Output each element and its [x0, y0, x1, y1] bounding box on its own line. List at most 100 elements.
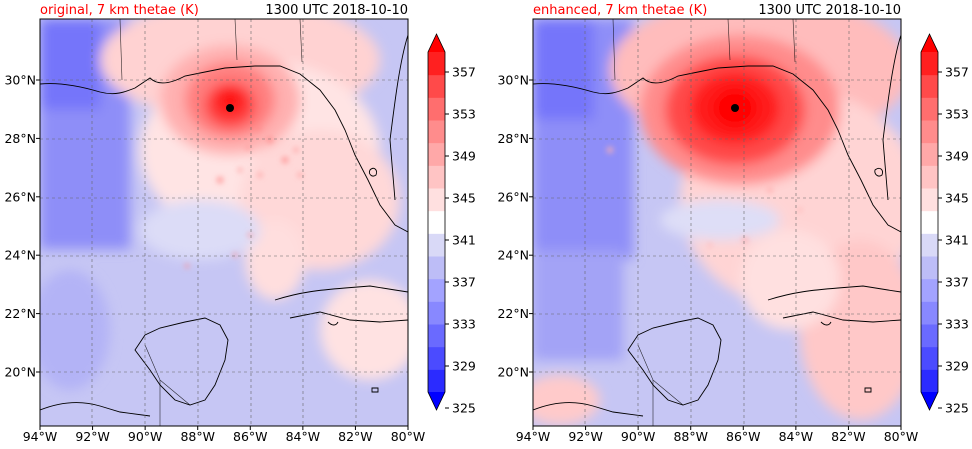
- colorbar-band: [921, 165, 938, 189]
- y-tick-label: 30°N: [4, 73, 36, 88]
- colorbar-outline: [427, 33, 446, 411]
- colorbar-band: [921, 142, 938, 166]
- colorbar-band: [428, 165, 445, 189]
- coastlines: [40, 34, 408, 417]
- colorbar-band: [921, 256, 938, 280]
- y-tick-label: 20°N: [497, 365, 529, 380]
- panel-title-left: original, 7 km thetae (K): [40, 3, 199, 18]
- colorbar-band: [921, 120, 938, 144]
- x-tick-label: 86°W: [726, 429, 761, 444]
- y-tick-label: 20°N: [4, 365, 36, 380]
- colorbar-tick-label: 337: [945, 275, 969, 290]
- colorbar-tick-label: 341: [945, 233, 969, 248]
- x-tick-label: 88°W: [180, 429, 215, 444]
- storm-center-marker: [731, 104, 739, 112]
- colorbar-tick-label: 345: [945, 191, 969, 206]
- x-tick-label: 90°W: [128, 429, 163, 444]
- map-panel-original: original, 7 km thetae (K) 1300 UTC 2018-…: [4, 3, 425, 445]
- x-tick-label: 86°W: [233, 429, 268, 444]
- y-tick-label: 30°N: [497, 73, 529, 88]
- colorbar-tick-label: 349: [452, 149, 476, 164]
- colorbar-extend-min: [921, 392, 938, 410]
- panel-title-right: 1300 UTC 2018-10-10: [758, 3, 901, 18]
- axis-labels: 94°W 92°W 90°W 88°W 86°W 84°W 82°W 80°W 30°N 28°N…: [4, 73, 425, 445]
- gridlines: [533, 19, 901, 426]
- y-tick-label: 22°N: [4, 306, 36, 321]
- x-tick-label: 92°W: [75, 429, 110, 444]
- colorbar-band: [921, 52, 938, 76]
- y-tick-label: 26°N: [497, 189, 529, 204]
- colorbar-band: [428, 369, 445, 393]
- colorbar-band: [428, 301, 445, 325]
- colorbar-tick-label: 325: [452, 401, 476, 416]
- panel-title-left: enhanced, 7 km thetae (K): [533, 3, 707, 18]
- y-tick-label: 24°N: [4, 248, 36, 263]
- x-tick-label: 94°W: [23, 429, 58, 444]
- colorbar-band: [921, 210, 938, 234]
- colorbar-band: [428, 278, 445, 302]
- y-tick-label: 28°N: [4, 131, 36, 146]
- colorbar-band: [921, 369, 938, 393]
- colorbar-tick-label: 329: [945, 359, 969, 374]
- borders: [612, 19, 796, 426]
- x-tick-label: 94°W: [516, 429, 551, 444]
- axis-labels: 94°W 92°W 90°W 88°W 86°W 84°W 82°W 80°W 30°N 28°N…: [497, 73, 918, 445]
- x-tick-label: 82°W: [831, 429, 866, 444]
- colorbar-extend-min: [428, 392, 445, 410]
- thetae-field: [533, 19, 901, 426]
- colorbar-band: [921, 97, 938, 121]
- colorbar-band: [428, 324, 445, 348]
- colorbar-band: [428, 52, 445, 76]
- borders: [119, 19, 303, 426]
- colorbar-band: [921, 346, 938, 370]
- colorbar-band: [428, 256, 445, 280]
- x-tick-label: 92°W: [568, 429, 603, 444]
- colorbar-tick-label: 353: [945, 107, 969, 122]
- colorbar-tick-label: 357: [945, 65, 969, 80]
- colorbar-outline: [920, 33, 939, 411]
- x-tick-label: 80°W: [391, 429, 426, 444]
- colorbar-tick-label: 341: [452, 233, 476, 248]
- thetae-field: [40, 19, 408, 426]
- x-tick-label: 84°W: [779, 429, 814, 444]
- colorbar-tick-label: 345: [452, 191, 476, 206]
- colorbar-band: [428, 120, 445, 144]
- colorbar-tick-label: 333: [945, 317, 969, 332]
- x-tick-label: 90°W: [621, 429, 656, 444]
- colorbar-tick-label: 337: [452, 275, 476, 290]
- map-panel-enhanced: enhanced, 7 km thetae (K) 1300 UTC 2018-…: [497, 3, 918, 445]
- colorbar-band: [921, 74, 938, 98]
- colorbar-band: [428, 142, 445, 166]
- y-tick-label: 24°N: [497, 248, 529, 263]
- map-frame: [532, 18, 902, 427]
- storm-center-marker: [226, 104, 234, 112]
- colorbar-band: [428, 97, 445, 121]
- x-tick-label: 82°W: [338, 429, 373, 444]
- y-tick-label: 28°N: [497, 131, 529, 146]
- x-tick-label: 88°W: [673, 429, 708, 444]
- colorbar-tick-label: 325: [945, 401, 969, 416]
- colorbar-band: [921, 278, 938, 302]
- colorbar-band: [428, 74, 445, 98]
- colorbar-tick-label: 353: [452, 107, 476, 122]
- gridlines: [40, 19, 408, 426]
- colorbar-tick-label: 333: [452, 317, 476, 332]
- colorbar-extend-max: [921, 34, 938, 52]
- colorbar-band: [921, 188, 938, 212]
- colorbar-band: [921, 324, 938, 348]
- colorbar-band: [428, 346, 445, 370]
- colorbar-band: [428, 188, 445, 212]
- colorbar-extend-max: [428, 34, 445, 52]
- colorbar-band: [921, 301, 938, 325]
- panel-title-right: 1300 UTC 2018-10-10: [265, 3, 408, 18]
- colorbar-tick-label: 357: [452, 65, 476, 80]
- x-tick-label: 80°W: [884, 429, 919, 444]
- colorbar-band: [428, 233, 445, 257]
- x-tick-label: 84°W: [286, 429, 321, 444]
- y-tick-label: 26°N: [4, 189, 36, 204]
- map-frame: [39, 18, 409, 427]
- colorbar-tick-label: 329: [452, 359, 476, 374]
- colorbar-band: [921, 233, 938, 257]
- colorbar-original: 325 329 333 337 341 345 349 353 357: [427, 33, 476, 416]
